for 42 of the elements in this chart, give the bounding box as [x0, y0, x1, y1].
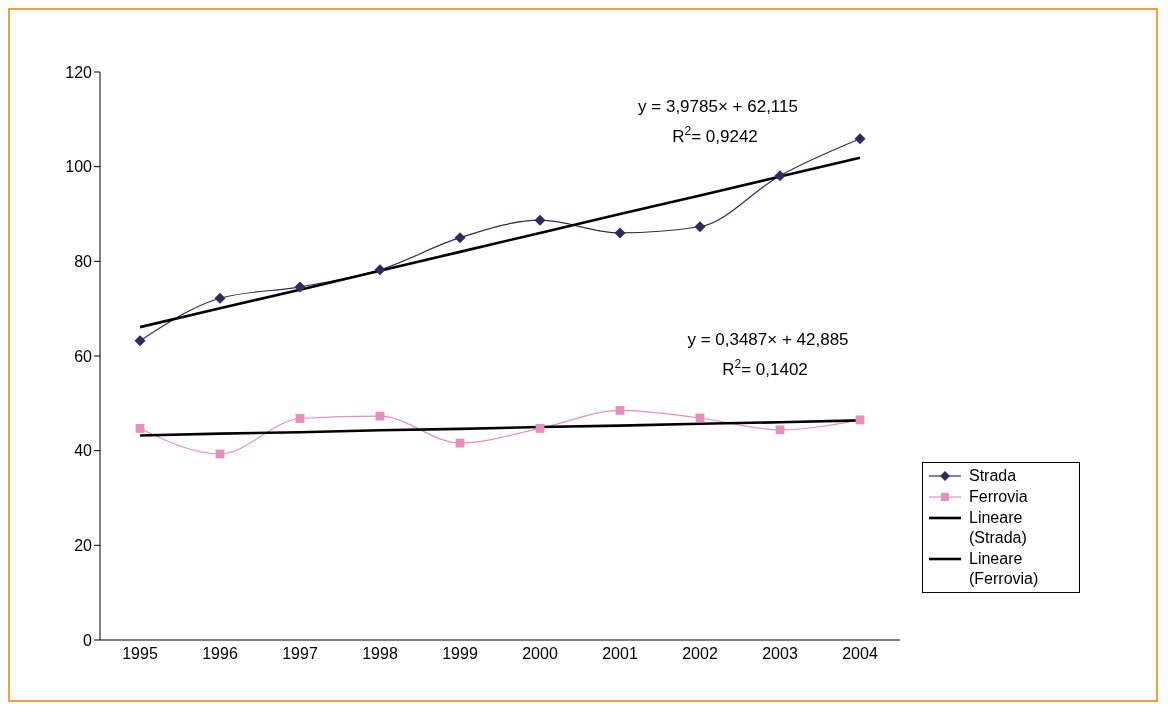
- annotation: y = 3,9785× + 62,115: [638, 97, 798, 116]
- x-tick-label: 1995: [122, 645, 158, 663]
- line-series: [138, 156, 862, 329]
- y-tick-label: 40: [74, 442, 93, 460]
- point: [614, 227, 626, 239]
- legend-label: Ferrovia: [969, 487, 1029, 507]
- y-tick-label: 0: [83, 631, 93, 649]
- point: [775, 425, 785, 435]
- point: [535, 424, 545, 433]
- legend-label: Lineare (Strada): [969, 508, 1028, 548]
- legend-label: Strada: [969, 466, 1018, 486]
- annotation: y = 0,3487× + 42,885: [687, 330, 849, 349]
- x-tick-label: 2002: [682, 645, 718, 663]
- annotation: R$^{2}$= 0,9242: [672, 124, 758, 146]
- x-tick-label: 1997: [282, 645, 318, 663]
- point: [134, 335, 146, 347]
- x-tick-label: 1996: [202, 645, 238, 663]
- point: [854, 133, 866, 145]
- point: [774, 170, 786, 182]
- y-tick-label: 60: [74, 347, 93, 365]
- point: [374, 264, 386, 276]
- y-tick-label: 120: [65, 63, 93, 81]
- y-tick-label: 100: [65, 158, 93, 176]
- x-tick-label: 2000: [522, 645, 558, 663]
- point: [615, 406, 625, 415]
- x-tick-label: 1999: [442, 645, 478, 663]
- point: [694, 221, 706, 233]
- point: [294, 281, 306, 293]
- point: [135, 424, 145, 433]
- x-tick-label: 1998: [362, 645, 398, 663]
- y-tick-label: 80: [74, 253, 93, 271]
- x-tick-label: 2001: [602, 645, 638, 663]
- point: [214, 292, 226, 304]
- point: [295, 414, 305, 423]
- point: [454, 232, 466, 244]
- point: [534, 214, 546, 226]
- point: [375, 411, 385, 421]
- y-tick-label: 20: [74, 537, 93, 555]
- x-tick-label: 2004: [842, 645, 878, 663]
- annotation: R$^{2}$= 0,1402: [722, 357, 808, 379]
- x-tick-label: 2003: [762, 645, 798, 663]
- legend-label: Lineare (Ferrovia): [969, 549, 1040, 589]
